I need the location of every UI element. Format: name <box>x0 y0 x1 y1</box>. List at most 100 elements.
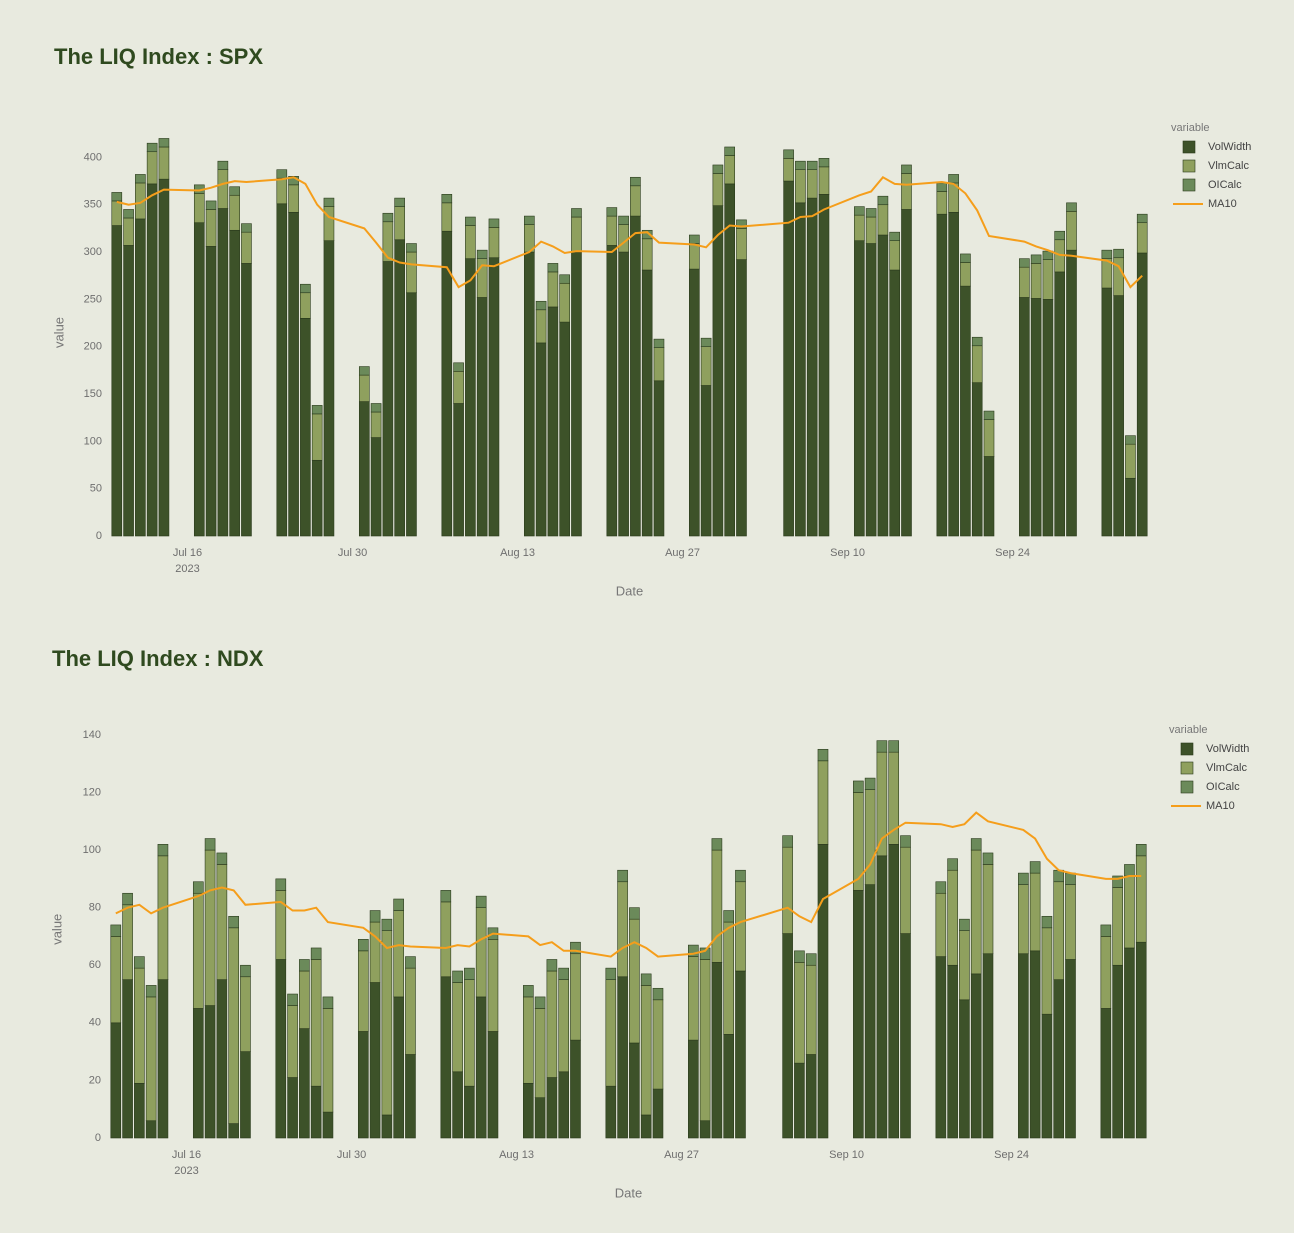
bar-segment <box>440 901 452 978</box>
bar-segment <box>275 878 287 891</box>
bar-segment <box>794 962 805 1064</box>
legend-title: variable <box>1169 724 1208 736</box>
bar-segment <box>406 292 417 537</box>
bar-segment <box>369 982 381 1139</box>
bar-segment <box>629 1042 640 1139</box>
bar-segment <box>817 748 829 762</box>
x-tick-label: Aug 27 <box>665 547 700 559</box>
legend-label: VolWidth <box>1206 743 1249 755</box>
x-tick-label: Sep 10 <box>829 1149 864 1161</box>
bar-segment <box>205 200 217 210</box>
bar-segment <box>111 192 123 202</box>
bar-segment <box>146 151 158 185</box>
bar-segment <box>157 979 169 1139</box>
bar-segment <box>452 982 463 1073</box>
bar-segment <box>689 243 700 270</box>
bar-segment <box>782 933 793 1139</box>
bar-segment <box>357 1031 369 1139</box>
bar-segment <box>547 271 559 308</box>
bar-segment <box>1101 249 1113 259</box>
bar-segment <box>652 999 664 1090</box>
bar-segment <box>369 921 381 983</box>
x-tick-label: Sep 10 <box>830 547 865 559</box>
bar-segment <box>476 249 488 259</box>
bar-segment <box>382 221 394 262</box>
bar-segment <box>1125 443 1136 479</box>
bar-segment <box>311 405 323 415</box>
bar-segment <box>983 456 995 537</box>
bar-segment <box>394 197 405 207</box>
legend-label: MA10 <box>1208 198 1237 210</box>
bar-segment <box>865 243 877 537</box>
bar-segment <box>146 142 158 153</box>
bar-segment <box>158 146 170 180</box>
bar-segment <box>534 1008 546 1098</box>
x-tick-label: Jul 30 <box>338 547 367 559</box>
bar-segment <box>947 964 958 1139</box>
bar-segment <box>440 976 452 1139</box>
bar-segment <box>1030 254 1042 264</box>
bar-segment <box>441 230 453 537</box>
bar-segment <box>299 959 310 972</box>
bar-segment <box>1029 872 1041 952</box>
bar-segment <box>854 240 865 537</box>
bar-segment <box>357 939 369 952</box>
bar-segment <box>1136 213 1148 224</box>
bar-segment <box>487 1031 499 1139</box>
bar-segment <box>1124 875 1135 949</box>
y-tick-label: 350 <box>84 199 102 211</box>
bar-segment <box>524 251 535 537</box>
bar-segment <box>1065 872 1076 885</box>
y-axis-title: value <box>51 317 66 348</box>
bar-segment <box>711 962 723 1139</box>
bar-segment <box>535 309 547 344</box>
bar-segment <box>570 953 581 1041</box>
bar-segment <box>488 218 500 228</box>
bar-segment <box>901 209 912 537</box>
bar-segment <box>617 869 628 883</box>
bar-segment <box>440 890 452 903</box>
bar-segment <box>571 251 582 537</box>
bar-segment <box>1030 263 1042 299</box>
bar-segment <box>889 231 901 241</box>
bar-segment <box>1018 953 1029 1139</box>
bar-segment <box>1112 964 1123 1139</box>
x-axis-title: Date <box>615 1185 642 1200</box>
bar-segment <box>653 380 665 537</box>
bar-segment <box>1125 435 1136 445</box>
x-tick-label: Aug 13 <box>499 1149 534 1161</box>
x-tick-label: Jul 16 <box>172 1149 201 1161</box>
bar-segment <box>1100 924 1112 937</box>
bar-segment <box>123 217 134 246</box>
bar-segment <box>311 413 323 461</box>
bar-segment <box>205 246 217 537</box>
bar-segment <box>864 884 876 1139</box>
bar-segment <box>288 211 299 537</box>
bar-segment <box>606 215 618 246</box>
bar-segment <box>146 183 158 537</box>
bar-segment <box>641 269 653 537</box>
bar-segment <box>971 382 983 537</box>
bar-segment <box>641 238 653 271</box>
bar-segment <box>559 321 570 537</box>
bar-segment <box>640 973 652 986</box>
bar-segment <box>311 459 323 537</box>
bar-segment <box>970 849 982 975</box>
bar-segment <box>783 158 794 182</box>
bar-segment <box>464 1085 475 1139</box>
bar-segment <box>558 979 569 1073</box>
bar-segment <box>900 835 911 848</box>
bar-segment <box>1053 979 1065 1139</box>
bar-segment <box>523 985 534 998</box>
bar-segment <box>382 212 394 223</box>
bar-segment <box>605 967 617 980</box>
y-axis-title: value <box>49 914 64 945</box>
bar-segment <box>618 251 629 537</box>
y-tick-label: 0 <box>95 1132 101 1144</box>
bar-segment <box>736 219 747 229</box>
bar-segment <box>464 967 475 980</box>
bar-segment <box>452 970 463 983</box>
bar-segment <box>216 852 228 865</box>
bar-segment <box>699 947 711 960</box>
bar-segment <box>1029 950 1041 1139</box>
